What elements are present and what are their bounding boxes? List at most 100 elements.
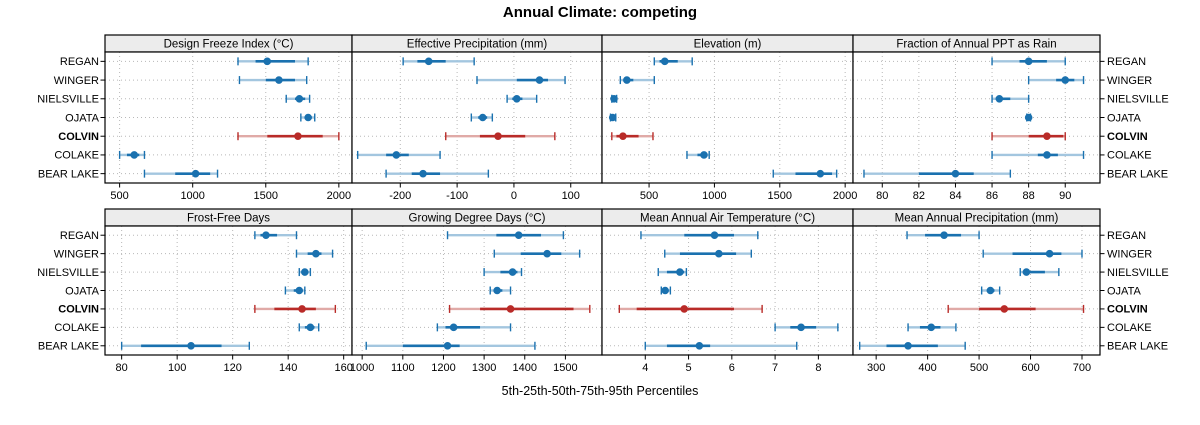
median-dot — [986, 286, 995, 295]
x-axis-tick-label: -100 — [446, 190, 468, 202]
x-axis-tick-label: 6 — [729, 362, 735, 374]
series-winger — [238, 76, 308, 85]
median-dot — [392, 151, 401, 159]
series-regan — [991, 57, 1066, 66]
series-colake — [118, 150, 146, 159]
series-bear-lake — [863, 169, 1012, 178]
x-axis-tick-label: 120 — [223, 362, 241, 374]
series-bear-lake — [644, 341, 798, 350]
x-axis-tick-label: 400 — [918, 362, 936, 374]
site-label-nielsville: NIELSVILLE — [37, 94, 99, 106]
median-dot — [295, 286, 304, 295]
x-axis-tick-label: 2000 — [833, 190, 857, 202]
series-nielsville — [298, 268, 312, 277]
series-colvin — [237, 132, 340, 141]
x-axis-tick-label: 1500 — [254, 190, 278, 202]
site-label-colake: COLAKE — [54, 322, 99, 334]
x-axis-tick-label: 300 — [867, 362, 885, 374]
median-dot — [298, 305, 306, 313]
series-nielsville — [657, 268, 688, 277]
x-axis-tick-label: 0 — [511, 190, 517, 202]
site-label-nielsville: NIELSVILLE — [1107, 267, 1169, 279]
series-colvin — [611, 132, 654, 141]
median-dot — [478, 113, 487, 122]
series-colvin — [947, 304, 1085, 313]
median-dot — [443, 341, 452, 350]
site-label-colake: COLAKE — [1107, 150, 1152, 162]
median-dot — [940, 231, 948, 240]
x-axis-tick-label: 80 — [116, 362, 128, 374]
series-regan — [237, 57, 309, 66]
site-label-nielsville: NIELSVILLE — [1107, 94, 1169, 106]
median-dot — [301, 268, 309, 276]
series-colake — [907, 323, 957, 332]
series-colake — [356, 150, 441, 159]
x-axis-tick-label: 1500 — [768, 190, 792, 202]
site-label-regan: REGAN — [1107, 230, 1146, 242]
x-axis-caption: 5th-25th-50th-75th-95th Percentiles — [501, 384, 699, 398]
strip-title: Mean Annual Precipitation (mm) — [895, 213, 1059, 225]
series-regan — [906, 231, 980, 240]
x-axis-tick-label: 1000 — [350, 362, 374, 374]
median-dot — [543, 249, 551, 258]
x-axis-tick-label: 4 — [642, 362, 648, 374]
x-axis-tick-label: 1000 — [180, 190, 204, 202]
site-label-winger: WINGER — [54, 248, 99, 260]
series-bear-lake — [772, 169, 838, 178]
median-dot — [304, 113, 312, 122]
panel-bg — [602, 52, 853, 183]
site-label-bear-lake: BEAR LAKE — [1107, 341, 1168, 353]
x-axis-tick-label: 500 — [640, 190, 658, 202]
site-label-bear-lake: BEAR LAKE — [1107, 168, 1168, 180]
panel-frost-free-days: Frost-Free Days 80 100 120 140 160 — [100, 208, 353, 374]
site-label-winger: WINGER — [1107, 248, 1152, 260]
x-axis-tick-label: 700 — [1073, 362, 1091, 374]
x-axis-tick-label: 1500 — [553, 362, 577, 374]
panel-elevation-(m): Elevation (m) 500 1000 1500 2000 — [601, 34, 857, 202]
panel-effective-precipitation-(mm): Effective Precipitation (mm) -200 -100 0 100 — [351, 34, 603, 202]
median-dot — [1022, 268, 1031, 276]
median-dot — [295, 94, 304, 103]
median-dot — [951, 169, 960, 178]
median-dot — [1000, 305, 1009, 313]
series-regan — [653, 57, 693, 66]
median-dot — [695, 341, 704, 350]
series-colvin — [448, 304, 591, 313]
panel-fraction-of-annual-ppt-as-rain: Fraction of Annual PPT as Rain 80 82 84 86 88… — [852, 34, 1105, 202]
x-axis-tick-label: 5 — [685, 362, 691, 374]
x-axis-tick-label: 86 — [986, 190, 998, 202]
x-axis-tick-label: 8 — [815, 362, 821, 374]
strip-title: Effective Precipitation (mm) — [407, 39, 548, 51]
strip-title: Growing Degree Days (°C) — [409, 213, 546, 225]
series-bear-lake — [365, 341, 536, 350]
panel-mean-annual-precipitation-(mm): Mean Annual Precipitation (mm) 300 400 500 6… — [852, 208, 1105, 374]
median-dot — [312, 249, 320, 258]
x-axis-tick-label: 88 — [1023, 190, 1035, 202]
site-label-colvin: COLVIN — [58, 304, 99, 316]
median-dot — [1024, 113, 1033, 122]
site-label-regan: REGAN — [60, 56, 99, 68]
median-dot — [1024, 57, 1033, 66]
series-winger — [982, 249, 1083, 258]
median-dot — [660, 57, 669, 66]
x-axis-tick-label: 140 — [279, 362, 297, 374]
series-winger — [493, 249, 581, 258]
site-label-nielsville: NIELSVILLE — [37, 267, 99, 279]
series-colvin — [445, 132, 556, 141]
site-label-ojata: OJATA — [65, 112, 99, 124]
site-label-ojata: OJATA — [1107, 285, 1141, 297]
series-ojata — [608, 113, 617, 122]
x-axis-tick-label: 1200 — [431, 362, 455, 374]
panel-design-freeze-index-(°c): Design Freeze Index (°C) 500 1000 1500 2000 — [100, 34, 353, 202]
median-dot — [263, 57, 272, 66]
median-dot — [1043, 151, 1051, 159]
series-colvin — [254, 304, 337, 313]
series-ojata — [470, 113, 494, 122]
series-winger — [664, 249, 753, 258]
median-dot — [610, 94, 618, 103]
series-nielsville — [285, 94, 311, 103]
median-dot — [506, 305, 515, 313]
series-regan — [446, 231, 565, 240]
median-dot — [514, 231, 523, 240]
median-dot — [680, 305, 689, 313]
